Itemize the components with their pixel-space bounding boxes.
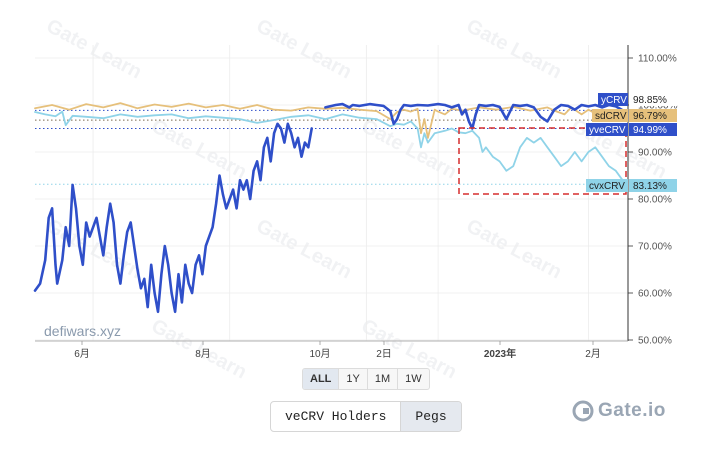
end-label-value: 83.13%	[633, 181, 667, 192]
y-tick-label: 70.00%	[638, 242, 672, 253]
watermark-text: Gate Learn	[253, 215, 356, 283]
end-label-yvecrv: yveCRV 94.99%	[586, 123, 677, 136]
x-axis-ticks: 6月 8月 10月 2日 2023年 2月	[74, 341, 601, 360]
end-label-name: sdCRV	[595, 111, 627, 122]
view-tabs: veCRV Holders Pegs	[270, 401, 462, 432]
range-all-button[interactable]: ALL	[303, 369, 340, 389]
x-tick-label: 2日	[376, 349, 392, 360]
x-tick-label: 10月	[309, 348, 330, 360]
end-label-name-bg	[598, 93, 628, 106]
end-label-name: yCRV	[601, 95, 627, 106]
end-label-name-bg	[586, 123, 628, 136]
y-tick-label: 110.00%	[638, 54, 677, 65]
end-label-value-bg	[629, 123, 677, 136]
x-tick-label: 2023年	[484, 347, 516, 360]
y-tick-label: 90.00%	[638, 148, 672, 159]
watermark-text: Gate Learn	[358, 115, 461, 183]
end-label-value: 94.99%	[633, 125, 667, 136]
range-1m-button[interactable]: 1M	[368, 369, 399, 389]
y-tick-label: 80.00%	[638, 195, 672, 206]
range-1w-button[interactable]: 1W	[405, 373, 422, 385]
gate-logo-icon	[572, 400, 594, 422]
series-layer	[33, 102, 628, 314]
end-label-ycrv: yCRV 98.85%	[598, 93, 677, 106]
end-label-name-bg	[592, 109, 628, 122]
range-selector: ALL 1Y 1M 1W	[302, 368, 430, 390]
gate-logo-text: Gate.io	[598, 400, 666, 421]
gate-logo: Gate.io	[572, 400, 666, 422]
series-line-ycrv	[324, 102, 628, 130]
watermark-text: Gate Learn	[463, 15, 566, 83]
watermark-text: Gate Learn	[148, 115, 251, 183]
range-1y-button[interactable]: 1Y	[339, 369, 368, 389]
watermark-text: Gate Learn	[43, 15, 146, 83]
end-label-name-bg	[586, 179, 628, 192]
end-label-value-bg	[629, 93, 677, 106]
end-label-sdcrv: sdCRV 96.79%	[592, 109, 677, 122]
end-label-name: yveCRV	[589, 125, 626, 136]
highlight-box	[458, 127, 627, 195]
end-label-value: 98.85%	[633, 95, 667, 106]
watermark-text: Gate Learn	[253, 15, 356, 83]
x-tick-label: 8月	[195, 348, 211, 360]
end-label-value: 96.79%	[633, 111, 667, 122]
end-labels: yCRV 98.85% sdCRV 96.79% yveCRV 94.99% cvxCRV 8…	[586, 93, 677, 192]
end-label-cvxcrv: cvxCRV 83.13%	[586, 179, 677, 192]
end-label-name: cvxCRV	[589, 181, 625, 192]
watermark-text: Gate Learn	[463, 215, 566, 283]
grid-layer	[35, 45, 628, 341]
end-label-value-bg	[629, 179, 677, 192]
reference-lines	[35, 109, 628, 185]
x-tick-label: 6月	[74, 348, 90, 360]
x-tick-label: 2月	[585, 348, 601, 360]
series-line-ycrv	[33, 122, 313, 314]
tab-pegs[interactable]: Pegs	[400, 402, 461, 431]
y-tick-label: 60.00%	[638, 289, 672, 300]
end-label-value-bg	[629, 109, 677, 122]
source-label: defiwars.xyz	[44, 323, 121, 339]
y-tick-label: 50.00%	[638, 336, 672, 347]
tab-vecrv-holders[interactable]: veCRV Holders	[285, 409, 387, 424]
series-line-cvxcrv	[34, 110, 627, 186]
